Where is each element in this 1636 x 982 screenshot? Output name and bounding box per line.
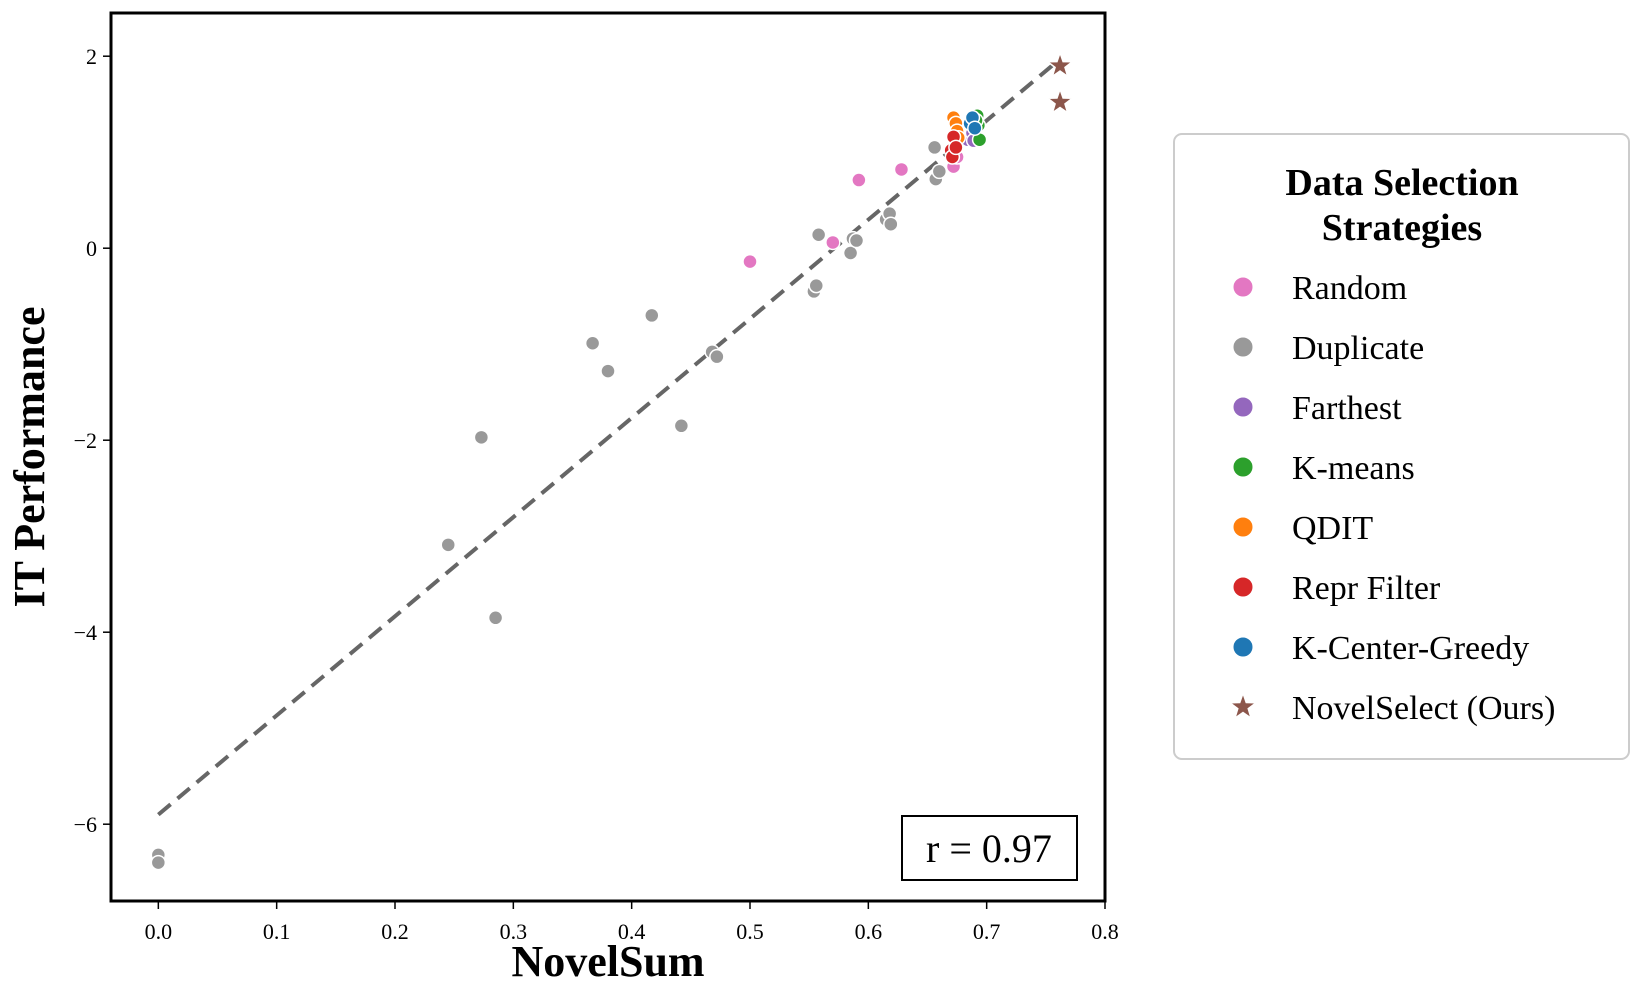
data-point bbox=[948, 139, 964, 156]
series-novelselect-ours bbox=[1045, 50, 1075, 115]
y-tick-label: −6 bbox=[74, 812, 97, 837]
x-tick-label: 0.0 bbox=[145, 919, 173, 944]
legend-marker bbox=[1232, 396, 1254, 418]
legend-frame bbox=[1173, 133, 1630, 760]
data-point bbox=[742, 253, 758, 270]
legend-title-line2: Strategies bbox=[1322, 207, 1482, 249]
x-tick-label: 0.3 bbox=[500, 919, 528, 944]
data-point-star bbox=[1045, 86, 1075, 115]
data-point bbox=[893, 161, 910, 178]
plot-frame bbox=[109, 11, 1107, 903]
legend-marker bbox=[1232, 336, 1254, 358]
legend-marker bbox=[1232, 636, 1254, 658]
y-tick-label: 0 bbox=[86, 236, 97, 261]
data-point bbox=[808, 277, 825, 294]
legend: Data Selection Strategies Random Duplicat… bbox=[1173, 133, 1630, 760]
legend-label: K-Center-Greedy bbox=[1292, 630, 1529, 667]
legend-marker-star bbox=[1229, 692, 1257, 719]
legend-item: QDIT bbox=[1232, 510, 1373, 547]
y-tick-label: 2 bbox=[86, 44, 97, 69]
plot-layer bbox=[150, 50, 1075, 871]
legend-marker bbox=[1232, 576, 1254, 598]
legend-label: Repr Filter bbox=[1292, 570, 1441, 607]
data-point bbox=[931, 163, 948, 180]
legend-title-line1: Data Selection bbox=[1285, 162, 1518, 204]
legend-item: Duplicate bbox=[1232, 330, 1424, 367]
annotation-box bbox=[901, 815, 1078, 881]
data-point bbox=[926, 139, 943, 156]
legend-marker bbox=[1232, 516, 1254, 538]
trendline bbox=[157, 59, 1059, 817]
legend-item: NovelSelect (Ours) bbox=[1229, 690, 1555, 727]
x-tick-label: 0.4 bbox=[618, 919, 646, 944]
data-point bbox=[440, 537, 456, 553]
y-axis-ticks: 2 0 −2 −4 −6 bbox=[74, 44, 111, 837]
x-tick-label: 0.2 bbox=[381, 919, 409, 944]
x-axis-label: NovelSum bbox=[511, 937, 704, 982]
x-tick-label: 0.8 bbox=[1091, 919, 1119, 944]
x-tick-label: 0.5 bbox=[736, 919, 764, 944]
y-axis-label: IT Performance bbox=[5, 307, 54, 608]
legend-items: Random Duplicate Farthest K-means QDIT Repr F… bbox=[1229, 270, 1555, 727]
annotation-text: r = 0.97 bbox=[926, 826, 1052, 871]
legend-label: QDIT bbox=[1292, 510, 1373, 547]
y-tick-label: −4 bbox=[74, 620, 97, 645]
legend-item: Repr Filter bbox=[1232, 570, 1441, 607]
data-point bbox=[842, 245, 859, 261]
data-point bbox=[851, 172, 867, 188]
data-point bbox=[673, 418, 690, 434]
legend-label: Random bbox=[1292, 270, 1407, 307]
data-point bbox=[600, 363, 616, 379]
data-point bbox=[584, 335, 601, 351]
x-axis-ticks: 0.0 0.1 0.2 0.3 0.4 0.5 0.6 0.7 0.8 bbox=[145, 901, 1119, 944]
data-point bbox=[473, 429, 490, 446]
data-point bbox=[848, 232, 865, 249]
data-point bbox=[487, 610, 504, 626]
series-repr-filter bbox=[943, 129, 964, 165]
data-point bbox=[709, 348, 725, 365]
x-tick-label: 0.6 bbox=[855, 919, 883, 944]
data-point bbox=[967, 120, 983, 136]
data-point bbox=[150, 854, 167, 871]
legend-label: NovelSelect (Ours) bbox=[1292, 690, 1555, 727]
legend-item: K-means bbox=[1232, 450, 1415, 487]
data-point bbox=[644, 307, 660, 324]
legend-label: Farthest bbox=[1292, 390, 1402, 427]
legend-item: Farthest bbox=[1232, 390, 1402, 427]
x-tick-label: 0.1 bbox=[263, 919, 291, 944]
series-duplicate bbox=[150, 139, 948, 871]
legend-item: Random bbox=[1232, 270, 1407, 307]
y-tick-label: −2 bbox=[74, 428, 97, 453]
legend-label: K-means bbox=[1292, 450, 1415, 487]
legend-item: K-Center-Greedy bbox=[1232, 630, 1529, 667]
legend-marker bbox=[1232, 276, 1254, 298]
x-tick-label: 0.7 bbox=[973, 919, 1001, 944]
series-k-center-greedy bbox=[962, 109, 983, 136]
correlation-annotation: r = 0.97 bbox=[901, 815, 1078, 881]
data-point-star bbox=[1045, 50, 1075, 79]
data-point bbox=[883, 216, 899, 232]
data-point bbox=[825, 234, 841, 251]
legend-marker bbox=[1232, 456, 1254, 478]
legend-label: Duplicate bbox=[1292, 330, 1424, 367]
data-point bbox=[810, 227, 827, 243]
